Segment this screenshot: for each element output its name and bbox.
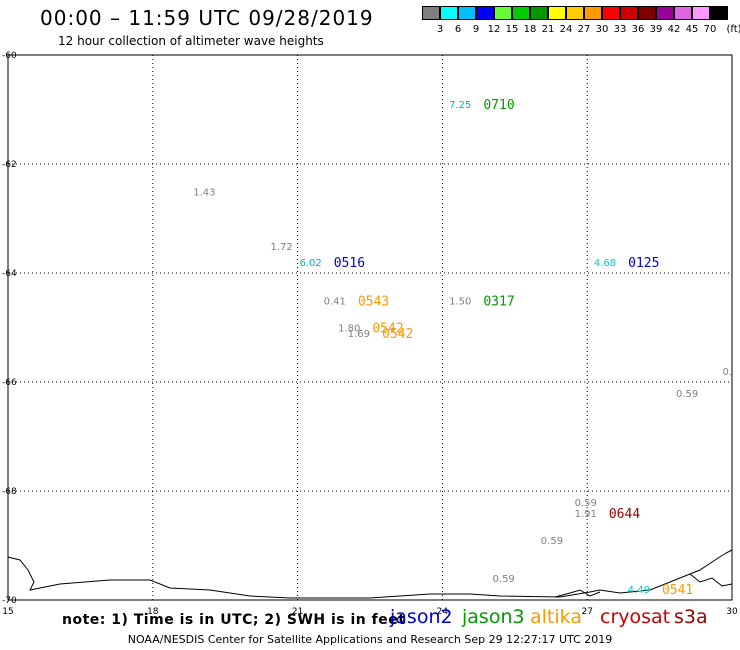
pass-time: 0710: [483, 98, 514, 113]
x-tick-label: 30: [726, 607, 738, 617]
y-tick-label: -60: [2, 51, 17, 61]
x-tick-label: 18: [147, 607, 159, 617]
pass-time: 0542: [372, 322, 403, 337]
x-tick-label: 24: [437, 607, 449, 617]
legend-swatch: [476, 6, 494, 20]
legend-label: 33: [613, 24, 627, 35]
swh-value: 4.49: [628, 585, 650, 596]
coastline-detail: [689, 573, 733, 587]
pass-time: 0644: [609, 507, 640, 522]
chart-subtitle: 12 hour collection of altimeter wave hei…: [58, 34, 324, 48]
legend-label: 45: [685, 24, 699, 35]
legend-label: 12: [487, 24, 501, 35]
legend-label: 18: [523, 24, 537, 35]
coastline-detail: [554, 589, 601, 598]
legend-swatch: [548, 6, 566, 20]
swh-value: 0.: [722, 367, 732, 378]
legend-label: 27: [577, 24, 591, 35]
swh-value: 1.80: [338, 324, 360, 335]
swh-value: 1.69: [348, 329, 370, 340]
y-tick-label: -62: [2, 160, 17, 170]
note-text: note: 1) Time is in UTC; 2) SWH is in fe…: [62, 612, 406, 628]
satellite-label-s3a: s3a: [674, 606, 708, 628]
legend-label: 9: [472, 24, 480, 35]
satellite-label-jason2: jason2: [390, 606, 453, 628]
legend-label: 70: [703, 24, 717, 35]
swh-value: 7.25: [449, 100, 471, 111]
x-tick-label: 15: [2, 607, 13, 617]
pass-time: 0125: [628, 256, 659, 271]
swh-value: 1.50: [449, 296, 471, 307]
legend-swatch: [566, 6, 584, 20]
swh-value: 1.91: [575, 509, 597, 520]
swh-value: 0.59: [676, 389, 698, 400]
x-tick-label: 27: [581, 607, 592, 617]
swh-value: 0.59: [541, 536, 563, 547]
pass-time: 0317: [483, 294, 514, 309]
swh-value: 0.59: [493, 574, 515, 585]
legend-unit: (ft): [726, 24, 740, 35]
coastline: [7, 549, 733, 599]
legend-label: 6: [454, 24, 462, 35]
legend-swatch: [458, 6, 476, 20]
legend-swatch: [512, 6, 530, 20]
y-tick-label: -68: [2, 487, 17, 497]
y-tick-label: -66: [2, 378, 17, 388]
legend-label: 36: [631, 24, 645, 35]
legend-swatch: [692, 6, 710, 20]
legend-label: 42: [667, 24, 681, 35]
pass-time: 0543: [358, 294, 389, 309]
credit-line: NOAA/NESDIS Center for Satellite Applica…: [127, 633, 613, 646]
legend-swatch: [674, 6, 692, 20]
x-tick-label: 21: [292, 607, 303, 617]
swh-value: 4.68: [594, 258, 616, 269]
swh-value: 6.02: [299, 258, 321, 269]
swh-value: 0.59: [575, 498, 597, 509]
legend-swatch: [584, 6, 602, 20]
satellite-label-cryosat: cryosat: [600, 606, 671, 628]
legend-label: 15: [505, 24, 519, 35]
swh-value: 1.43: [193, 187, 215, 198]
legend-label: 3: [436, 24, 444, 35]
y-tick-label: -64: [2, 269, 17, 279]
legend-label: 39: [649, 24, 663, 35]
satellite-label-jason3: jason3: [462, 606, 525, 628]
legend-label: 30: [595, 24, 609, 35]
swh-value: 1.72: [271, 242, 293, 253]
legend-swatch: [656, 6, 674, 20]
y-tick-label: -70: [2, 596, 17, 606]
plot-frame: [7, 54, 733, 601]
legend-swatch: [530, 6, 548, 20]
swh-value: 0.41: [324, 296, 346, 307]
chart-title: 00:00 – 11:59 UTC 09/28/2019: [40, 6, 374, 30]
pass-time: 0542: [382, 327, 413, 342]
legend-label: 24: [559, 24, 573, 35]
legend-label: 21: [541, 24, 555, 35]
legend-swatch: [710, 6, 728, 20]
legend-swatch: [638, 6, 656, 20]
satellite-label-altika: altika: [530, 606, 582, 628]
pass-time: 0516: [334, 256, 365, 271]
legend-swatch: [440, 6, 458, 20]
legend-swatch: [602, 6, 620, 20]
pass-time: 0541: [662, 583, 693, 598]
legend-swatch: [422, 6, 440, 20]
legend-swatch: [494, 6, 512, 20]
legend-swatch: [620, 6, 638, 20]
